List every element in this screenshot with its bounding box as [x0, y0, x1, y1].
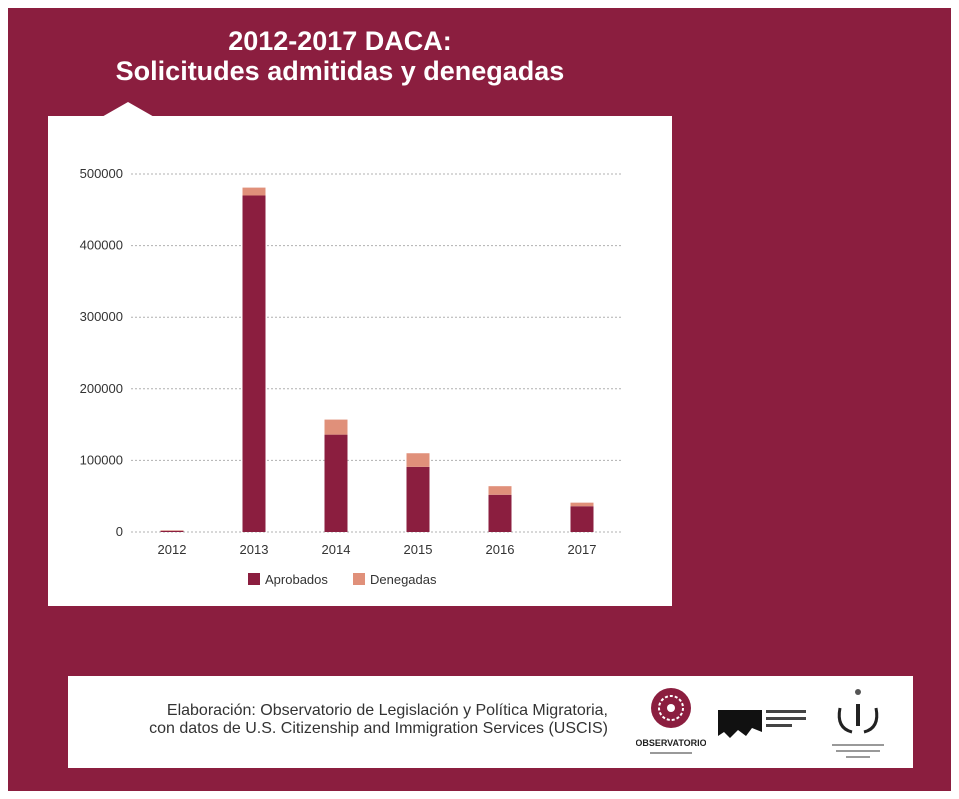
bar-denegadas-2013 — [242, 187, 266, 196]
bar-chart: 0 100000 200000 300000 400000 500000 2012 2013… — [80, 166, 623, 587]
bar-denegadas-2017 — [570, 502, 594, 507]
observatorio-logo-text: OBSERVATORIO — [636, 738, 706, 748]
x-tick-label: 2015 — [404, 542, 433, 557]
source-line-1: Elaboración: Observatorio de Legislación… — [166, 702, 608, 719]
source-panel: Elaboración: Observatorio de Legislación… — [68, 676, 913, 768]
card-notch — [100, 102, 156, 118]
observatorio-emblem-icon: OBSERVATORIO — [635, 688, 707, 754]
y-tick-label: 400000 — [80, 238, 123, 253]
bars — [160, 187, 594, 532]
x-tick-label: 2014 — [322, 542, 351, 557]
y-tick-label: 500000 — [80, 166, 123, 181]
bar-aprobados-2016 — [488, 494, 512, 532]
bar-aprobados-2014 — [324, 434, 348, 532]
source-line-2: con datos de U.S. Citizenship and Immigr… — [149, 720, 608, 737]
source-credit: Elaboración: Observatorio de Legislación… — [78, 702, 608, 738]
legend: Aprobados Denegadas — [248, 572, 437, 587]
x-tick-label: 2012 — [158, 542, 187, 557]
colef-map-icon — [718, 710, 806, 738]
y-axis-ticks: 0 100000 200000 300000 400000 500000 — [80, 166, 123, 539]
bar-denegadas-2014 — [324, 419, 348, 435]
x-tick-label: 2017 — [568, 542, 597, 557]
bar-denegadas-2016 — [488, 486, 512, 495]
y-tick-label: 0 — [116, 524, 123, 539]
cndh-logo — [818, 682, 898, 766]
chart-card: 0 100000 200000 300000 400000 500000 2012 2013… — [48, 116, 672, 606]
title-line-2: Solicitudes admitidas y denegadas — [115, 56, 565, 86]
legend-swatch — [248, 573, 260, 585]
legend-label: Denegadas — [370, 572, 437, 587]
colef-logo — [716, 702, 812, 746]
bar-aprobados-2012 — [160, 530, 184, 532]
x-tick-label: 2016 — [486, 542, 515, 557]
cndh-emblem-icon — [832, 689, 884, 758]
title-line-1: 2012-2017 DACA: — [228, 26, 452, 56]
bar-aprobados-2015 — [406, 466, 430, 532]
bar-denegadas-2015 — [406, 453, 430, 467]
bar-aprobados-2017 — [570, 506, 594, 532]
observatorio-logo: OBSERVATORIO — [635, 684, 707, 764]
y-tick-label: 300000 — [80, 309, 123, 324]
grid-lines — [131, 173, 623, 533]
y-tick-label: 100000 — [80, 452, 123, 467]
page-title: 2012-2017 DACA: Solicitudes admitidas y … — [40, 26, 640, 86]
bar-aprobados-2013 — [242, 195, 266, 532]
bar-denegadas-2012 — [160, 530, 184, 531]
legend-swatch — [353, 573, 365, 585]
x-axis-ticks: 2012 2013 2014 2015 2016 2017 — [158, 542, 597, 557]
y-tick-label: 200000 — [80, 381, 123, 396]
legend-label: Aprobados — [265, 572, 328, 587]
x-tick-label: 2013 — [240, 542, 269, 557]
